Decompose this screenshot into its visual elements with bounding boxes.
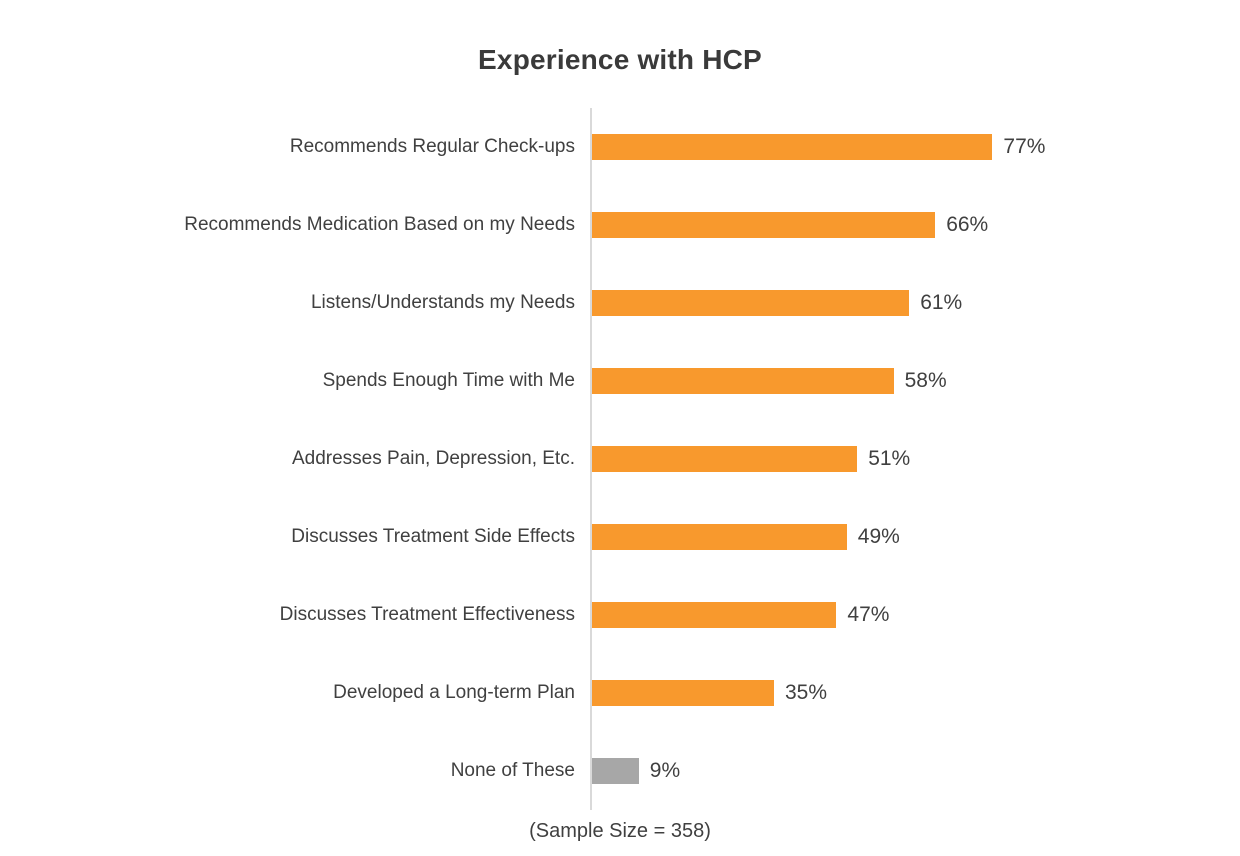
bar: [592, 368, 894, 394]
bar-track: 49%: [590, 498, 1240, 576]
category-label: None of These: [450, 760, 575, 781]
bar-row: None of These 9%: [0, 732, 1240, 810]
bar-row: Listens/Understands my Needs 61%: [0, 264, 1240, 342]
chart-title: Experience with HCP: [478, 44, 762, 75]
category-label: Recommends Regular Check-ups: [289, 136, 575, 157]
bar: [592, 212, 936, 238]
category-label: Recommends Medication Based on my Needs: [184, 214, 575, 235]
value-label: 66%: [946, 213, 989, 236]
value-label: 49%: [857, 525, 900, 548]
category-label: Listens/Understands my Needs: [310, 292, 575, 313]
bar: [592, 446, 858, 472]
bar-row: Discusses Treatment Effectiveness 47%: [0, 576, 1240, 654]
bar: [592, 602, 837, 628]
bar-track: 77%: [590, 108, 1240, 186]
category-label: Spends Enough Time with Me: [322, 370, 575, 391]
value-label: 35%: [785, 681, 828, 704]
bar-track: 35%: [590, 654, 1240, 732]
bar-row: Spends Enough Time with Me 58%: [0, 342, 1240, 420]
category-label: Addresses Pain, Depression, Etc.: [291, 448, 575, 469]
value-label: 61%: [920, 291, 963, 314]
value-label: 51%: [868, 447, 911, 470]
bar: [592, 680, 774, 706]
value-label: 9%: [649, 759, 681, 782]
chart-plot-area: Recommends Regular Check-ups 77% Recommend…: [0, 108, 1240, 810]
bar: [592, 524, 847, 550]
category-label: Discusses Treatment Side Effects: [291, 526, 575, 547]
bar-row: Developed a Long-term Plan 35%: [0, 654, 1240, 732]
bar-track: 58%: [590, 342, 1240, 420]
bar: [592, 290, 910, 316]
bar-track: 51%: [590, 420, 1240, 498]
bar-row: Recommends Regular Check-ups 77%: [0, 108, 1240, 186]
bar: [592, 134, 993, 160]
bar-track: 66%: [590, 186, 1240, 264]
value-label: 47%: [847, 603, 890, 626]
sample-size-note: (Sample Size = 358): [529, 820, 711, 842]
value-label: 77%: [1003, 135, 1046, 158]
bar-track: 61%: [590, 264, 1240, 342]
category-label: Developed a Long-term Plan: [333, 682, 575, 703]
value-label: 58%: [904, 369, 947, 392]
category-label: Discusses Treatment Effectiveness: [279, 604, 575, 625]
bar-row: Addresses Pain, Depression, Etc. 51%: [0, 420, 1240, 498]
bar-track: 47%: [590, 576, 1240, 654]
bar-row: Discusses Treatment Side Effects 49%: [0, 498, 1240, 576]
bar-track: 9%: [590, 732, 1240, 810]
bar-row: Recommends Medication Based on my Needs 6…: [0, 186, 1240, 264]
bar: [592, 758, 639, 784]
